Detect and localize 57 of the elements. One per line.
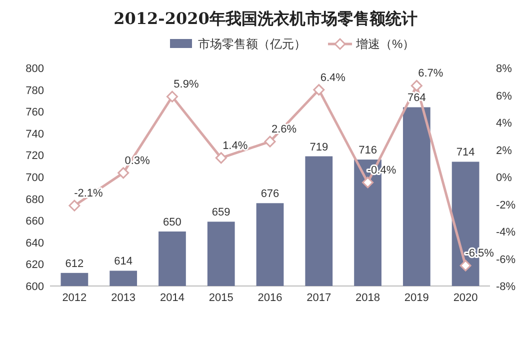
y-tick-label: 800 [26, 63, 44, 75]
data-label: -2.1% [74, 188, 104, 200]
point [166, 90, 178, 102]
data-label: 659 [212, 206, 230, 219]
title: 2012-2020年我国洗衣机市场零售额统计 [114, 9, 418, 28]
y2-tick-label: -4% [496, 226, 516, 238]
y-tick-label: 620 [26, 259, 44, 272]
point [362, 176, 374, 188]
point [313, 84, 325, 96]
point [460, 260, 472, 272]
x-tick-label: 2012 [62, 292, 87, 304]
point [118, 167, 130, 179]
y-tick-label: 720 [26, 150, 44, 162]
y2-tick-label: 4% [496, 118, 512, 130]
x-tick-label: 2020 [453, 292, 478, 304]
y-tick-label: 700 [26, 172, 44, 184]
y-tick-label: 760 [26, 106, 44, 119]
x-tick-label: 2014 [160, 292, 184, 304]
point [410, 80, 422, 92]
y2-tick-label: 2% [496, 144, 512, 157]
data-label: 2.6% [271, 124, 297, 136]
legend-label: 市场零售额（亿元） [198, 37, 306, 51]
data-label: 676 [260, 188, 280, 200]
legend-label: 增速（%） [355, 37, 415, 51]
point [264, 136, 276, 148]
point [215, 152, 227, 164]
x-tick-label: 2017 [306, 292, 332, 304]
y-tick-label: 740 [26, 128, 44, 140]
point [68, 200, 80, 212]
y2-tick-label: 0% [496, 172, 512, 184]
data-label: 764 [407, 92, 426, 104]
y2-tick-label: -2% [496, 199, 516, 212]
y2-tick-label: 6% [496, 90, 512, 102]
y-tick-label: 780 [26, 84, 44, 97]
x-tick-label: 2018 [356, 292, 380, 304]
y-tick-label: 600 [26, 281, 44, 293]
x-tick-label: 2015 [208, 292, 234, 304]
data-label: 612 [65, 258, 84, 270]
y-tick-label: 640 [26, 237, 44, 250]
y2-tick-label: -6% [496, 254, 516, 266]
y-tick-label: 660 [26, 216, 44, 228]
data-label: 6.7% [418, 68, 444, 80]
y2-tick-label: 8% [496, 63, 512, 75]
y2-tick-label: -8% [496, 281, 516, 293]
data-label: 0.3% [124, 154, 150, 167]
data-label: 714 [456, 146, 475, 159]
data-label: 5.9% [174, 78, 199, 91]
x-tick-label: 2019 [404, 292, 429, 304]
x-tick-label: 2013 [111, 292, 136, 304]
data-label: 614 [114, 256, 133, 268]
data-label: 1.4% [222, 140, 248, 152]
y-tick-label: 680 [26, 194, 44, 206]
data-label: 650 [163, 216, 182, 228]
data-label: 716 [358, 144, 377, 157]
data-label: 719 [310, 141, 328, 154]
x-tick-label: 2016 [258, 292, 282, 304]
data-label: 6.4% [320, 72, 346, 84]
